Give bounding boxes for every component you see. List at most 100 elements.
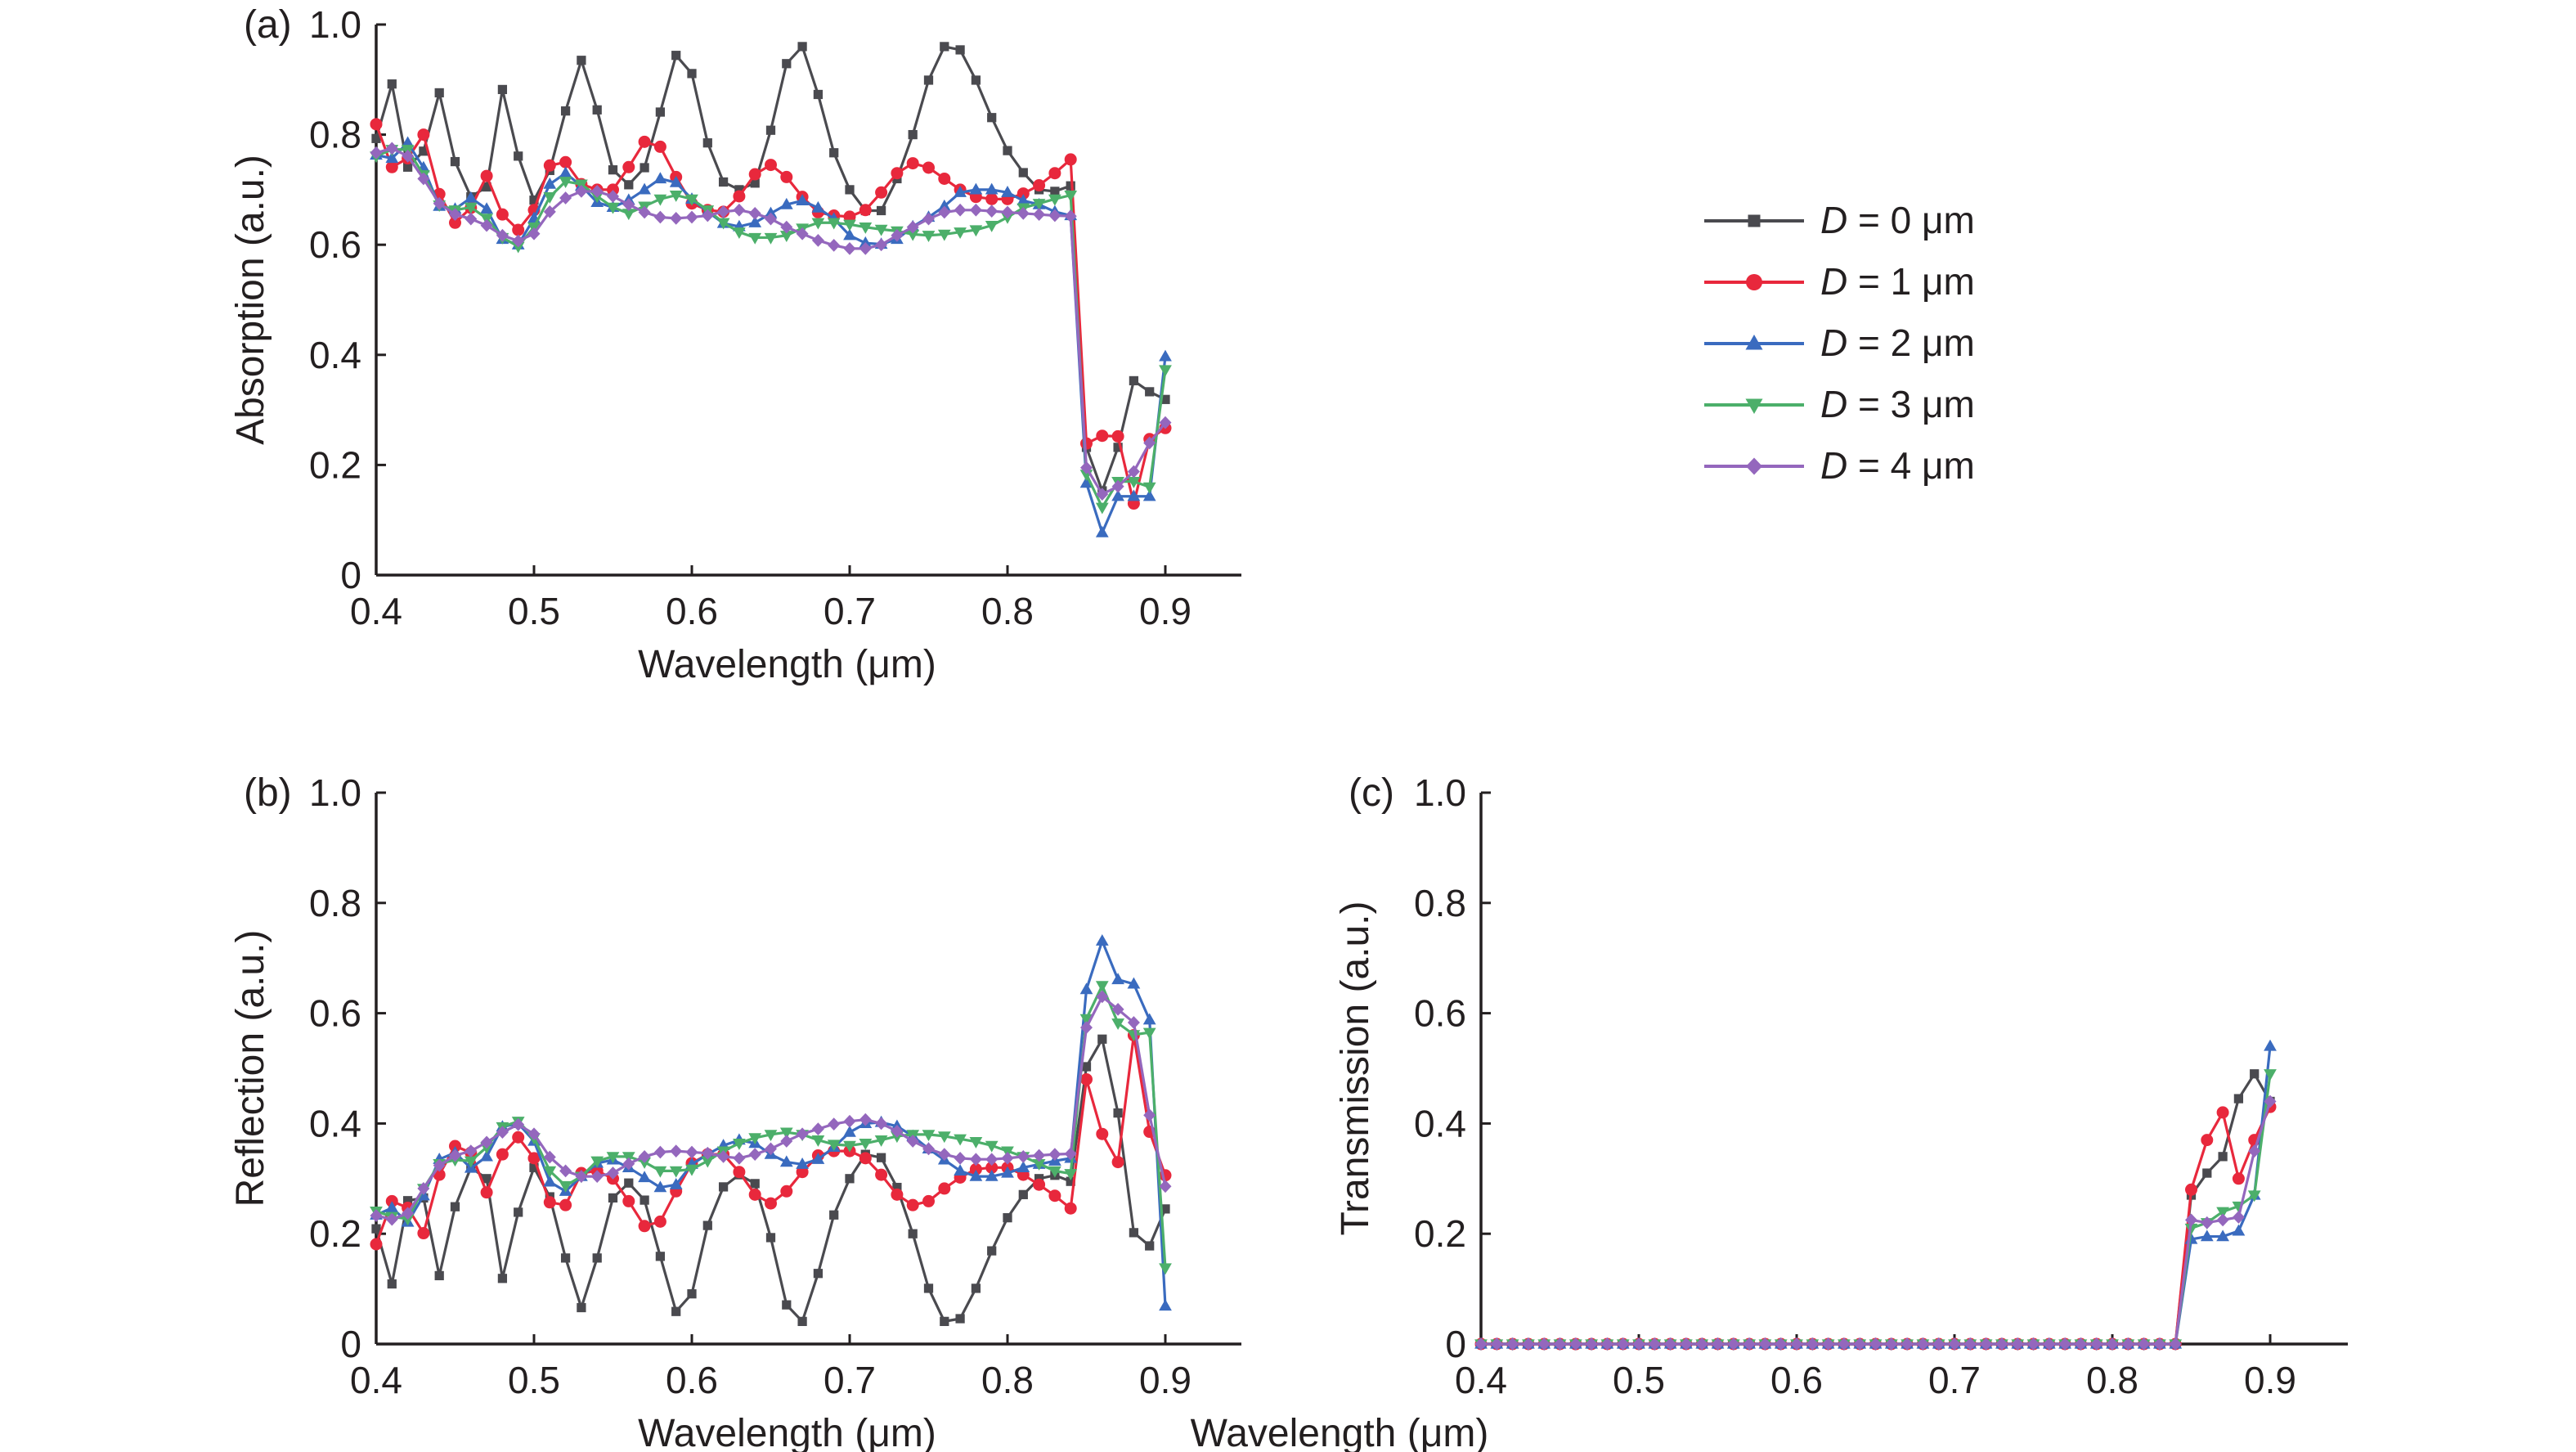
data-point-circle (906, 1198, 919, 1211)
data-point-diamond (1127, 1016, 1140, 1029)
data-point-circle (1096, 1127, 1109, 1140)
data-point-diamond (543, 205, 556, 218)
data-point-triangle-down (827, 1140, 841, 1152)
data-point-circle (780, 1185, 793, 1198)
data-point-diamond (1790, 1337, 1803, 1351)
y-axis-title: Transmission (a.u.) (1334, 901, 1377, 1236)
data-point-triangle-down (937, 229, 951, 241)
data-point-diamond (765, 1142, 777, 1156)
legend-item-d4: D = 4 μm (1704, 442, 2113, 503)
series-line (375, 124, 1166, 506)
data-point-diamond (2090, 1337, 2103, 1351)
data-point-triangle-down (779, 1127, 793, 1140)
data-point-diamond (1537, 1337, 1551, 1351)
data-point-circle (2216, 1106, 2229, 1119)
data-point-triangle-up (543, 177, 557, 189)
x-tick-label: 0.8 (2086, 1359, 2138, 1401)
y-axis-title: Absorption (a.u.) (229, 155, 272, 445)
data-point-diamond (1111, 479, 1124, 493)
data-point-diamond (828, 1117, 841, 1131)
data-point-diamond (906, 220, 919, 234)
data-point-diamond (954, 1151, 967, 1165)
data-point-triangle-up (653, 172, 667, 184)
series-line (1481, 1045, 2272, 1346)
data-point-diamond (370, 146, 383, 160)
panel-b: 0 0.2 0.4 0.6 0.8 1.0 0.4 0.5 0.6 0.7 0.8 0.9 Wavele… (229, 771, 1241, 1452)
data-point-diamond (1143, 436, 1156, 450)
data-point-circle (1033, 1178, 1046, 1191)
data-point-triangle-down (811, 1135, 825, 1147)
data-point-diamond (748, 206, 761, 220)
data-point-triangle-down (701, 1156, 715, 1168)
legend: D = 0 μm D = 1 μm D = 2 μm D = 3 μm D = … (1704, 196, 2113, 503)
data-point-circle (922, 161, 935, 174)
series-line (1481, 1100, 2272, 1346)
data-point-triangle-down (638, 1157, 651, 1169)
data-point-diamond (2138, 1337, 2151, 1351)
data-point-square (624, 1178, 634, 1188)
y-tick-label: 0 (340, 1323, 361, 1365)
data-point-triangle-down (606, 1152, 620, 1164)
data-point-circle (1080, 1072, 1093, 1086)
data-point-circle (2232, 1172, 2245, 1185)
data-point-circle (985, 1161, 999, 1174)
data-point-square (797, 1316, 807, 1326)
data-point-diamond (1600, 1337, 1613, 1351)
data-point-triangle-up (1142, 1013, 1156, 1025)
data-point-diamond (464, 212, 478, 226)
data-point-triangle-down (1048, 194, 1061, 206)
data-point-diamond (828, 238, 841, 252)
series-line (375, 939, 1167, 1306)
data-point-square (765, 125, 776, 135)
data-point-square (782, 1300, 792, 1310)
data-point-triangle-down (606, 202, 620, 214)
data-point-diamond (559, 191, 572, 205)
data-point-triangle-down (843, 1140, 856, 1153)
data-point-triangle-down (764, 1130, 778, 1142)
x-tick-label: 0.7 (824, 590, 876, 632)
data-point-diamond (1995, 1337, 2008, 1351)
data-point-diamond (2121, 1337, 2134, 1351)
data-point-diamond (859, 1113, 872, 1126)
triangle-down-marker-icon (1742, 393, 1766, 417)
data-point-diamond (370, 1209, 383, 1222)
data-point-diamond (1001, 205, 1014, 219)
data-point-circle (370, 118, 383, 131)
data-point-circle (1048, 1189, 1061, 1203)
data-point-square (765, 1233, 776, 1243)
data-point-triangle-up (1111, 489, 1124, 501)
data-point-square (940, 42, 949, 52)
data-point-triangle-up (1016, 1161, 1030, 1172)
data-point-triangle-down (811, 218, 825, 230)
data-point-circle (1064, 153, 1077, 166)
data-point-square (955, 1314, 965, 1324)
data-point-square (387, 79, 397, 89)
data-point-diamond (1111, 1003, 1124, 1016)
data-point-triangle-up (811, 200, 825, 213)
data-point-diamond (1838, 1337, 1851, 1351)
data-point-square (655, 107, 666, 117)
data-point-circle (512, 223, 525, 236)
data-point-triangle-up (764, 206, 778, 218)
data-point-diamond (1016, 206, 1030, 220)
data-point-triangle-down (543, 1166, 557, 1178)
data-point-square (1081, 1062, 1092, 1072)
data-point-square (1129, 375, 1139, 386)
data-point-square (750, 1179, 760, 1189)
data-point-circle (859, 1152, 872, 1165)
data-point-diamond (496, 228, 509, 242)
data-point-triangle-up (985, 182, 999, 195)
data-point-square (514, 151, 523, 161)
legend-item-d3: D = 3 μm (1704, 380, 2113, 442)
data-point-triangle-down (1127, 1030, 1141, 1042)
data-point-square (655, 1252, 666, 1261)
y-tick-label: 0.8 (1414, 882, 1466, 924)
data-point-square (1003, 146, 1012, 155)
data-point-square (497, 1274, 508, 1283)
data-point-triangle-down (1095, 981, 1109, 993)
triangle-up-marker-icon (1742, 331, 1766, 356)
x-tick-label: 0.5 (1613, 1359, 1665, 1401)
data-point-circle (859, 204, 872, 217)
y-tick-label: 1.0 (309, 771, 361, 814)
data-point-triangle-down (1142, 482, 1156, 494)
